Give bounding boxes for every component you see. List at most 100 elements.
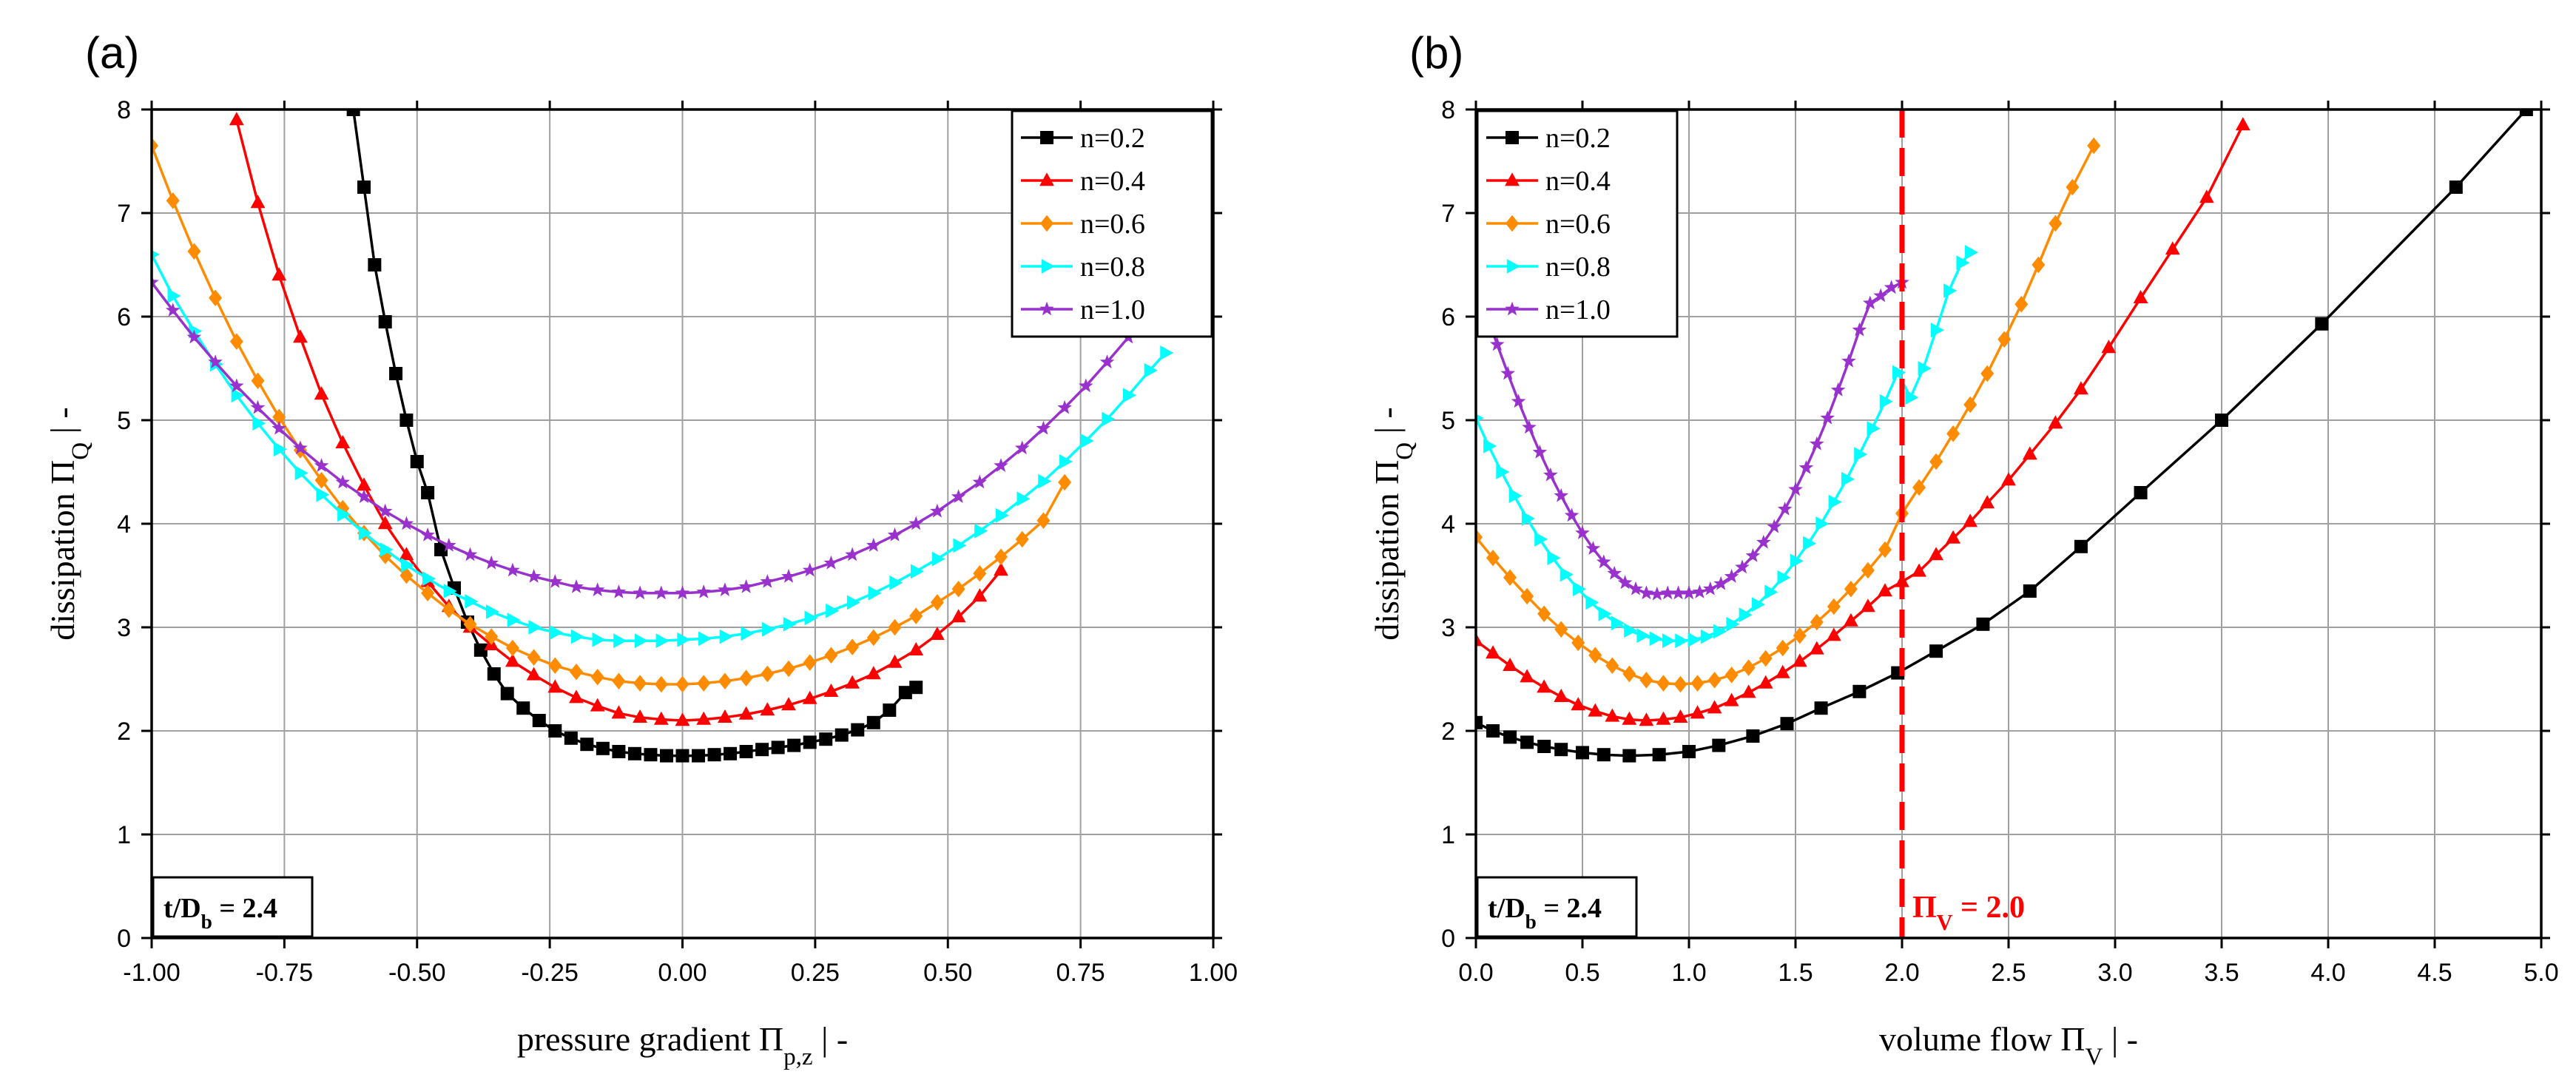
- data-point: [1015, 530, 1029, 548]
- data-point: [1892, 365, 1906, 380]
- data-point: [1912, 479, 1926, 496]
- series-n-0_8: [1476, 245, 1978, 649]
- y-tick-label: 1: [1441, 821, 1455, 849]
- data-point: [1662, 633, 1676, 649]
- annotation-main: t/D: [163, 893, 201, 924]
- data-point: [653, 711, 669, 725]
- data-point: [675, 675, 689, 693]
- legend-marker: [1040, 131, 1053, 144]
- y-tick-label: 5: [117, 407, 131, 435]
- legend-marker: [1505, 172, 1520, 186]
- data-point: [547, 679, 563, 693]
- data-point: [1739, 607, 1753, 623]
- data-point: [719, 629, 733, 644]
- data-point: [2022, 446, 2037, 460]
- data-point: [692, 749, 706, 763]
- data-point: [1852, 684, 1867, 698]
- data-point: [974, 523, 988, 539]
- chart-panel-a: (a) -1.00 -0.75 -0.50 -0.25 0.00 0.25 0.50 0.75 1…: [44, 28, 1238, 1070]
- data-point: [889, 575, 903, 590]
- data-point: [1759, 650, 1773, 667]
- data-point: [1980, 495, 1995, 509]
- x-tick-label: 3.5: [2204, 959, 2239, 987]
- data-point: [1588, 703, 1603, 717]
- xlabel-main: pressure gradient Π: [517, 1020, 783, 1058]
- data-point: [187, 243, 201, 260]
- data-point: [846, 638, 860, 655]
- data-point: [1575, 525, 1590, 539]
- data-point: [569, 579, 584, 593]
- data-point: [1918, 361, 1932, 376]
- legend-marker: [1039, 301, 1054, 316]
- data-point: [1624, 623, 1638, 638]
- data-point: [1742, 659, 1756, 676]
- data-point: [834, 728, 849, 742]
- data-point: [1803, 536, 1817, 551]
- data-point: [951, 609, 966, 623]
- series-n-0_4: [1476, 117, 2250, 726]
- data-point: [1521, 511, 1535, 526]
- series-n-0_6: [1476, 137, 2101, 693]
- data-point: [633, 585, 647, 600]
- data-point: [1639, 712, 1654, 726]
- data-point: [2165, 241, 2180, 255]
- y-tick-label: 0: [1441, 925, 1455, 953]
- data-point: [1058, 473, 1072, 491]
- data-point: [1585, 595, 1599, 610]
- data-point: [1598, 606, 1612, 621]
- legend-label: n=0.6: [1080, 209, 1145, 240]
- data-point: [1560, 567, 1574, 582]
- ylabel-main: dissipation Π: [1368, 460, 1406, 641]
- data-point: [462, 547, 478, 561]
- chart-panel-b: (b) 0.0 0.5 1.0 1.5 2.0 2.5 3.0 3.5 4.0 4.5 5.0 0 1 2 3…: [1368, 28, 2559, 1070]
- data-point: [1500, 365, 1515, 380]
- data-point: [655, 633, 670, 649]
- data-point: [2023, 584, 2037, 598]
- data-point: [1520, 669, 1535, 683]
- data-point: [1622, 711, 1637, 725]
- data-point: [909, 681, 923, 695]
- data-point: [771, 740, 785, 755]
- data-point: [1059, 454, 1073, 469]
- data-point: [1780, 717, 1794, 731]
- data-point: [1483, 439, 1497, 453]
- data-point: [1745, 548, 1761, 562]
- data-point: [1573, 581, 1587, 597]
- data-point: [505, 639, 519, 657]
- data-point: [272, 408, 286, 426]
- data-point: [357, 477, 371, 491]
- data-point: [1810, 613, 1824, 631]
- data-point: [1522, 419, 1537, 434]
- data-point: [739, 669, 753, 686]
- x-tick-label: 1.00: [1189, 959, 1238, 987]
- data-point: [787, 738, 801, 752]
- data-point: [611, 584, 627, 598]
- data-point: [1585, 541, 1601, 555]
- data-point: [420, 527, 435, 542]
- data-point: [675, 749, 689, 763]
- data-point: [868, 585, 882, 601]
- data-point: [846, 595, 860, 610]
- data-point: [1980, 365, 1995, 382]
- data-point: [2032, 256, 2046, 274]
- data-point: [1830, 382, 1846, 397]
- data-point: [410, 455, 424, 468]
- data-point: [1596, 748, 1611, 762]
- legend-marker: [1040, 215, 1053, 232]
- data-point: [596, 741, 610, 755]
- data-point: [1777, 570, 1791, 585]
- data-point: [2001, 472, 2016, 486]
- x-tick-label: 1.0: [1671, 959, 1706, 987]
- data-point: [866, 538, 881, 552]
- data-point: [505, 653, 520, 667]
- data-point: [802, 562, 817, 577]
- data-point: [1611, 615, 1625, 631]
- data-point: [1534, 532, 1548, 547]
- data-point: [633, 709, 647, 723]
- data-point: [570, 663, 583, 681]
- data-point: [1724, 667, 1739, 684]
- data-point: [1810, 436, 1824, 451]
- data-point: [443, 584, 457, 598]
- data-point: [866, 715, 880, 729]
